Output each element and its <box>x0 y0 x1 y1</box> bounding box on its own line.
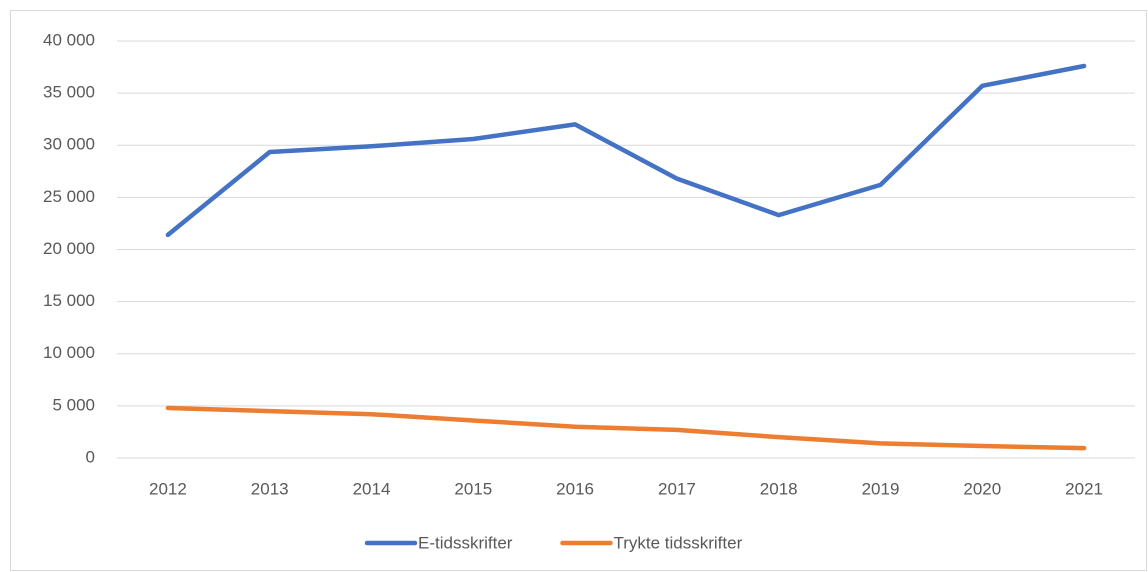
chart-frame <box>10 10 1147 571</box>
x-tick-label: 2018 <box>760 479 798 498</box>
x-tick-label: 2012 <box>149 479 187 498</box>
x-tick-label: 2019 <box>862 479 900 498</box>
y-tick-label: 10 000 <box>43 343 95 362</box>
x-tick-label: 2020 <box>963 479 1001 498</box>
x-tick-label: 2021 <box>1065 479 1103 498</box>
x-tick-label: 2015 <box>454 479 492 498</box>
line-series <box>165 405 1087 451</box>
y-tick-label: 40 000 <box>43 30 95 49</box>
x-tick-label: 2017 <box>658 479 696 498</box>
y-tick-label: 30 000 <box>43 135 95 154</box>
line-series <box>165 63 1087 238</box>
y-tick-label: 25 000 <box>43 187 95 206</box>
legend-label: Trykte tidsskrifter <box>613 533 742 552</box>
y-tick-label: 0 <box>86 447 95 466</box>
x-tick-label: 2013 <box>251 479 289 498</box>
y-tick-label: 5 000 <box>52 395 95 414</box>
y-tick-label: 15 000 <box>43 291 95 310</box>
x-tick-label: 2014 <box>353 479 391 498</box>
y-tick-label: 20 000 <box>43 239 95 258</box>
legend-label: E-tidsskrifter <box>418 533 513 552</box>
y-tick-label: 35 000 <box>43 83 95 102</box>
x-tick-label: 2016 <box>556 479 594 498</box>
